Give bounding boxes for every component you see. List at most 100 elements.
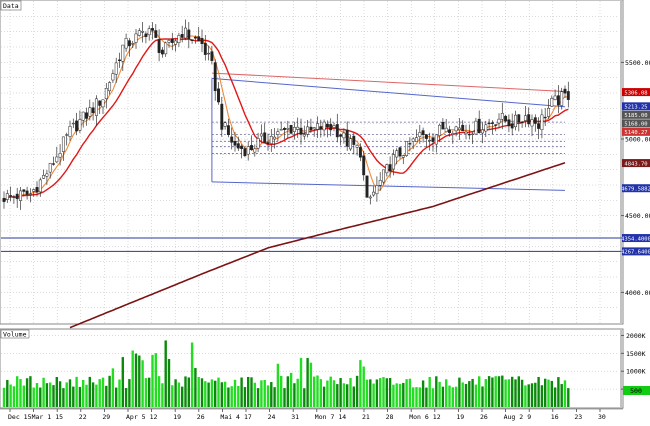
volume-bar [207, 382, 210, 407]
volume-axis-label: 1500K [626, 350, 646, 358]
candle [246, 141, 250, 161]
candle [2, 191, 6, 209]
candle-body [58, 153, 62, 158]
volume-bar [55, 377, 58, 407]
volume-bar [494, 376, 497, 407]
candle [388, 156, 392, 178]
candle [372, 186, 376, 197]
price-tag-label: 5168.00 [624, 122, 647, 128]
volume-bar [511, 376, 514, 407]
candle-body [302, 134, 306, 137]
volume-bar [98, 379, 101, 407]
price-panel-title: Data [3, 2, 19, 10]
volume-bar [52, 385, 55, 407]
candle [424, 133, 428, 148]
candle [454, 125, 458, 137]
candle [85, 107, 88, 126]
price-tag: 4679.5882 [621, 184, 650, 192]
price-axis-label: 4500.00 [625, 212, 650, 220]
candle [203, 34, 207, 61]
candle [101, 99, 105, 115]
candle [355, 143, 359, 156]
candle-body [481, 129, 484, 134]
x-axis-label: 28 [386, 413, 394, 421]
candle [127, 38, 131, 57]
candle [98, 100, 102, 115]
candle [184, 19, 187, 41]
candle [461, 120, 465, 132]
volume-bar [263, 379, 266, 407]
candle-body [85, 112, 88, 119]
moving-average-mid [3, 37, 569, 203]
candle [217, 82, 220, 105]
volume-bar [352, 386, 355, 407]
candle-body [431, 137, 435, 142]
candle-body [385, 164, 389, 174]
candle-body [382, 169, 385, 183]
volume-bar [177, 382, 181, 407]
candle-body [118, 59, 121, 62]
volume-bar [128, 379, 131, 407]
resistance-trend-line [211, 72, 566, 92]
candle [474, 117, 478, 136]
volume-bar [553, 387, 557, 407]
volume-bar [560, 384, 563, 407]
candle-body [434, 134, 438, 145]
volume-axis-label: 1000K [626, 368, 646, 376]
volume-bar [237, 385, 240, 407]
candle-body [533, 117, 537, 124]
candle [154, 24, 158, 38]
volume-panel-title: Volume [3, 331, 27, 339]
volume-bar [190, 342, 194, 407]
x-axis-label: Apr 5 [126, 413, 146, 421]
volume-bar [181, 386, 184, 407]
candle [94, 95, 98, 126]
candle [411, 137, 415, 150]
candle [345, 121, 349, 151]
candle [52, 156, 55, 166]
candle-body [514, 114, 517, 128]
candle [269, 128, 273, 152]
candle-body [108, 82, 112, 92]
candle-body [523, 115, 527, 121]
volume-axis-label: 2000K [626, 332, 646, 340]
volume-bar [22, 385, 25, 407]
volume-bar [157, 376, 161, 407]
price-tag: 5185.00 [622, 110, 650, 119]
volume-bar [134, 353, 138, 407]
volume-bar [91, 382, 95, 407]
candle-body [269, 136, 273, 144]
x-axis-label: 19 [456, 413, 464, 421]
volume-bar [517, 376, 520, 407]
volume-bar [32, 387, 35, 407]
price-tags: 5306.08 5213.25 5185.00 5168.00 5140.27 4843.… [621, 88, 650, 256]
candle [259, 124, 263, 143]
volume-bar [402, 382, 405, 407]
candle [134, 29, 138, 49]
volume-bar [214, 380, 217, 407]
candle [114, 57, 118, 84]
candle-body [91, 107, 95, 113]
candle [121, 44, 125, 72]
candle-body [167, 40, 171, 43]
candle-body [451, 133, 455, 135]
x-axis-label: 21 [362, 413, 370, 421]
candle [48, 162, 52, 179]
candle [81, 111, 85, 128]
price-tag-label: 5306.08 [624, 90, 647, 96]
x-axis-label: 16 [551, 413, 559, 421]
volume-bar [187, 377, 190, 407]
candle-body [147, 28, 151, 36]
price-tag-label: 4679.5882 [621, 186, 650, 192]
candle [19, 187, 22, 210]
price-grid [1, 1, 619, 323]
candle [187, 22, 191, 49]
candle [556, 85, 560, 114]
candle [78, 110, 82, 134]
volume-bar [243, 387, 247, 407]
volume-bar [425, 387, 428, 407]
x-axis-label: 15 [55, 413, 63, 421]
candle [434, 134, 438, 153]
candle-body [487, 122, 491, 125]
candle [560, 87, 564, 110]
